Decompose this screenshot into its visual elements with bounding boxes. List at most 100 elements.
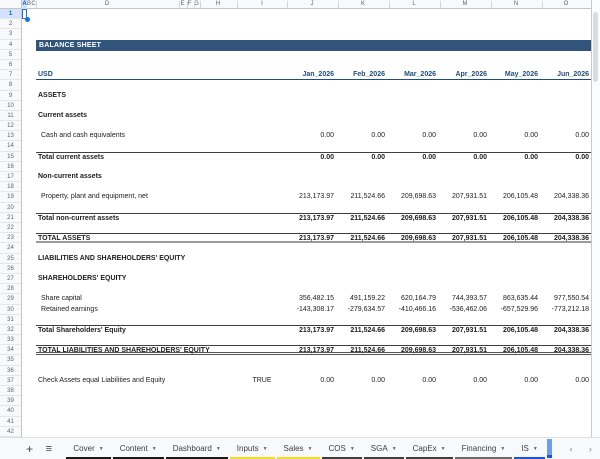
- row-label-cell[interactable]: Check Assets equal Liabilities and Equit…: [38, 376, 166, 384]
- value-cell[interactable]: 207,931.51: [451, 326, 487, 334]
- row-header-8[interactable]: 8: [0, 80, 21, 91]
- row-header-36[interactable]: 36: [0, 366, 21, 376]
- vertical-scrollbar-thumb[interactable]: [593, 12, 598, 82]
- value-cell[interactable]: 0.00: [371, 132, 385, 140]
- column-header-I[interactable]: I: [261, 1, 263, 7]
- row-label-cell[interactable]: ASSETS: [38, 91, 67, 99]
- value-cell[interactable]: 204,338.36: [553, 326, 589, 334]
- row-header-14[interactable]: 14: [0, 141, 21, 152]
- value-cell[interactable]: 356,482.15: [298, 295, 334, 303]
- all-sheets-button[interactable]: ≡: [45, 442, 53, 455]
- value-cell[interactable]: 211,524.66: [350, 193, 385, 201]
- value-cell[interactable]: 209,698.63: [400, 214, 436, 222]
- row-header-11[interactable]: 11: [0, 111, 21, 122]
- value-cell[interactable]: 206,105.48: [502, 193, 538, 201]
- row-label-cell[interactable]: LIABILITIES AND SHAREHOLDERS' EQUITY: [38, 254, 186, 262]
- row-label-cell[interactable]: Total Shareholders' Equity: [38, 326, 126, 334]
- value-cell[interactable]: 211,524.66: [350, 326, 385, 334]
- row-header-5[interactable]: 5: [0, 50, 21, 60]
- value-cell[interactable]: 744,393.57: [451, 295, 487, 303]
- column-header-F[interactable]: F: [187, 1, 192, 7]
- value-cell[interactable]: 0.00: [422, 153, 436, 161]
- row-header-1[interactable]: 1: [0, 9, 21, 20]
- column-header-A[interactable]: A: [22, 1, 27, 7]
- value-cell[interactable]: 209,698.63: [400, 193, 436, 201]
- value-cell[interactable]: 206,105.48: [502, 347, 538, 355]
- tab-dropdown-icon[interactable]: ▼: [349, 445, 355, 452]
- value-cell[interactable]: -773,212.18: [551, 305, 589, 313]
- value-cell[interactable]: 211,524.66: [350, 347, 385, 355]
- row-header-31[interactable]: 31: [0, 315, 21, 325]
- value-cell[interactable]: 209,698.63: [400, 347, 436, 355]
- row-label-cell[interactable]: SHAREHOLDERS' EQUITY: [38, 274, 127, 282]
- value-cell[interactable]: 0.00: [575, 132, 589, 140]
- value-cell[interactable]: 491,159.22: [349, 295, 385, 303]
- value-cell[interactable]: 206,105.48: [502, 214, 538, 222]
- row-header-21[interactable]: 21: [0, 213, 21, 223]
- selection-fill-handle[interactable]: [25, 17, 30, 22]
- row-header-23[interactable]: 23: [0, 233, 21, 244]
- month-header[interactable]: Jan_2026: [302, 71, 334, 79]
- row-header-16[interactable]: 16: [0, 162, 21, 173]
- row-header-27[interactable]: 27: [0, 274, 21, 285]
- tab-dropdown-icon[interactable]: ▼: [440, 445, 446, 452]
- tab-dropdown-icon[interactable]: ▼: [98, 445, 104, 452]
- sheet-tab-inputs[interactable]: Inputs ▼: [229, 438, 275, 459]
- sheet-tab-is[interactable]: IS ▼: [514, 438, 545, 459]
- row-header-25[interactable]: 25: [0, 254, 21, 264]
- row-header-12[interactable]: 12: [0, 121, 21, 132]
- value-cell[interactable]: 0.00: [473, 376, 487, 384]
- check-result-cell[interactable]: TRUE: [252, 376, 272, 384]
- row-label-cell[interactable]: Cash and cash equivalents: [41, 132, 126, 140]
- row-label-cell[interactable]: Total current assets: [38, 153, 105, 161]
- value-cell[interactable]: 0.00: [524, 153, 538, 161]
- column-header-E[interactable]: E: [180, 1, 185, 7]
- column-header-G[interactable]: G: [194, 1, 199, 7]
- row-label-cell[interactable]: TOTAL ASSETS: [38, 235, 91, 243]
- value-cell[interactable]: 207,931.51: [451, 235, 487, 243]
- tab-scroll-right-icon[interactable]: ›: [588, 443, 592, 454]
- row-header-35[interactable]: 35: [0, 355, 21, 366]
- active-sheet-tab-partial[interactable]: [546, 439, 552, 458]
- value-cell[interactable]: 0.00: [371, 376, 385, 384]
- value-cell[interactable]: 213,173.97: [298, 214, 334, 222]
- row-header-41[interactable]: 41: [0, 417, 21, 427]
- tab-dropdown-icon[interactable]: ▼: [532, 445, 538, 452]
- column-header-D[interactable]: D: [104, 1, 110, 7]
- row-header-28[interactable]: 28: [0, 284, 21, 295]
- value-cell[interactable]: 209,698.63: [400, 326, 436, 334]
- row-header-7[interactable]: 7: [0, 70, 21, 81]
- value-cell[interactable]: 204,338.36: [553, 235, 589, 243]
- value-cell[interactable]: 0.00: [422, 132, 436, 140]
- month-header[interactable]: Jun_2026: [557, 71, 589, 79]
- row-header-19[interactable]: 19: [0, 192, 21, 203]
- value-cell[interactable]: 207,931.51: [451, 347, 487, 355]
- row-header-39[interactable]: 39: [0, 396, 21, 407]
- row-label-cell[interactable]: Share capital: [41, 295, 82, 303]
- row-header-40[interactable]: 40: [0, 406, 21, 417]
- tab-dropdown-icon[interactable]: ▼: [500, 445, 506, 452]
- value-cell[interactable]: -143,308.17: [296, 305, 334, 313]
- sheet-tab-sales[interactable]: Sales ▼: [276, 438, 320, 459]
- value-cell[interactable]: -279,634.57: [347, 305, 385, 313]
- value-cell[interactable]: 0.00: [422, 376, 436, 384]
- column-header-C[interactable]: C: [31, 1, 36, 7]
- column-header-M[interactable]: M: [462, 1, 468, 7]
- sheet-tab-content[interactable]: Content ▼: [112, 438, 164, 459]
- row-header-29[interactable]: 29: [0, 294, 21, 305]
- value-cell[interactable]: 0.00: [524, 132, 538, 140]
- row-header-33[interactable]: 33: [0, 335, 21, 346]
- row-header-18[interactable]: 18: [0, 182, 21, 193]
- value-cell[interactable]: 207,931.51: [451, 193, 487, 201]
- value-cell[interactable]: 0.00: [320, 376, 334, 384]
- value-cell[interactable]: 207,931.51: [451, 214, 487, 222]
- value-cell[interactable]: 0.00: [575, 376, 589, 384]
- month-header[interactable]: Mar_2026: [404, 71, 436, 79]
- value-cell[interactable]: 620,164.79: [400, 295, 436, 303]
- column-header-L[interactable]: L: [412, 1, 416, 7]
- month-header[interactable]: Apr_2026: [455, 71, 487, 79]
- sheet-tab-capex[interactable]: CapEx ▼: [405, 438, 453, 459]
- month-header[interactable]: Feb_2026: [353, 71, 385, 79]
- value-cell[interactable]: 0.00: [320, 132, 334, 140]
- value-cell[interactable]: -536,462.06: [449, 305, 487, 313]
